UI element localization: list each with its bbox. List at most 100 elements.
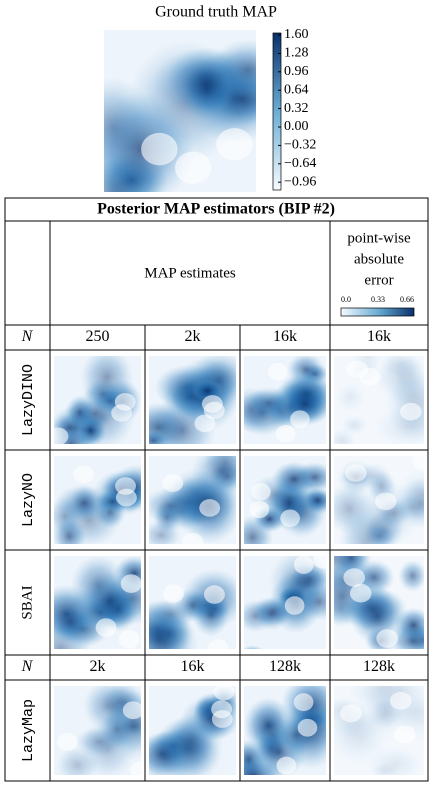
heatmap: [244, 356, 326, 444]
light-spot: [340, 704, 362, 723]
light-spot: [182, 532, 204, 544]
light-spot: [141, 132, 178, 166]
light-spot: [56, 733, 78, 751]
colorbar-tick-label: −0.96: [284, 174, 316, 189]
blob: [244, 645, 264, 649]
n-value: 16k: [181, 658, 205, 675]
colorbar-tick-label: 0.64: [284, 82, 309, 97]
light-spot: [412, 456, 424, 471]
blob: [363, 523, 396, 544]
light-spot: [203, 401, 225, 420]
light-spot: [249, 500, 270, 519]
heatmap: [54, 556, 141, 649]
blob: [246, 386, 292, 420]
colorbar-tick-label: 0.00: [284, 119, 309, 134]
light-spot: [118, 630, 140, 649]
heatmap: [54, 456, 141, 544]
light-spot: [297, 718, 318, 737]
heatmap: [244, 456, 326, 544]
light-spot: [313, 556, 326, 569]
light-spot: [114, 393, 136, 411]
light-spot: [267, 362, 288, 381]
light-spot: [251, 482, 271, 501]
light-spot: [345, 464, 367, 482]
colorbar-tick-label: 1.60: [284, 27, 309, 42]
blob: [152, 47, 256, 121]
blob: [366, 746, 424, 775]
light-spot: [290, 410, 310, 428]
light-spot: [349, 583, 372, 603]
light-spot: [293, 556, 314, 574]
heatmap: [149, 356, 236, 444]
light-spot: [194, 414, 216, 433]
light-spot: [400, 402, 422, 421]
n-value: 16k: [273, 328, 297, 345]
light-spot: [199, 499, 221, 517]
method-label: SBAI: [19, 585, 35, 619]
colorbar: [272, 32, 282, 191]
blob: [392, 357, 424, 393]
light-spot: [73, 465, 95, 484]
light-spot: [393, 725, 416, 744]
light-spot: [207, 639, 229, 649]
heatmap: [334, 356, 424, 444]
heatmap: [244, 686, 326, 775]
light-spot: [213, 686, 235, 701]
blob: [192, 593, 230, 637]
n-value: 2k: [90, 658, 106, 675]
light-spot: [293, 693, 314, 712]
n-label: N: [21, 658, 34, 675]
heatmap: [334, 686, 424, 775]
heatmap: [104, 30, 256, 192]
light-spot: [275, 424, 296, 443]
blob: [149, 394, 216, 444]
blob: [334, 427, 357, 444]
table-title: Posterior MAP estimators (BIP #2): [97, 201, 335, 218]
blob: [54, 517, 87, 544]
n-label: N: [21, 328, 34, 345]
heatmap: [334, 456, 424, 544]
blob: [253, 597, 290, 631]
colorbar-tick-label: 0.32: [284, 101, 309, 116]
heatmap: [149, 556, 236, 649]
blob: [297, 583, 326, 621]
method-label: LazyDINO: [20, 364, 37, 436]
heatmap: [244, 556, 326, 649]
blob: [54, 603, 91, 641]
light-spot: [216, 128, 253, 161]
colorbar-tick-label: 1.28: [284, 46, 309, 61]
colorbar-tick-label: −0.32: [284, 138, 316, 153]
error-tick-label: 0.0: [341, 295, 351, 304]
light-spot: [120, 574, 141, 593]
blob: [149, 731, 188, 775]
light-spot: [389, 691, 412, 710]
light-spot: [280, 509, 300, 528]
heatmap: [149, 456, 236, 544]
estimates-header: MAP estimates: [144, 265, 236, 281]
error-header: point-wise: [347, 230, 411, 246]
blob: [271, 461, 317, 497]
heatmap: [334, 556, 424, 649]
error-header: error: [364, 272, 393, 288]
light-spot: [211, 710, 233, 728]
light-spot: [163, 584, 184, 603]
light-spot: [358, 367, 381, 386]
heatmap: [54, 356, 141, 444]
n-value: 16k: [367, 328, 391, 345]
light-spot: [343, 568, 366, 587]
n-value: 2k: [185, 328, 201, 345]
light-spot: [130, 761, 141, 775]
light-spot: [115, 477, 136, 495]
error-colorbar: [340, 307, 415, 317]
light-spot: [54, 427, 69, 444]
n-value: 250: [86, 328, 110, 345]
method-label: LazyNO: [20, 473, 37, 527]
n-value: 128k: [363, 658, 395, 675]
light-spot: [276, 756, 297, 775]
n-value: 128k: [269, 658, 301, 675]
blob: [334, 483, 374, 535]
light-spot: [122, 701, 141, 720]
method-label: LazyMap: [20, 699, 37, 762]
light-spot: [374, 492, 397, 511]
